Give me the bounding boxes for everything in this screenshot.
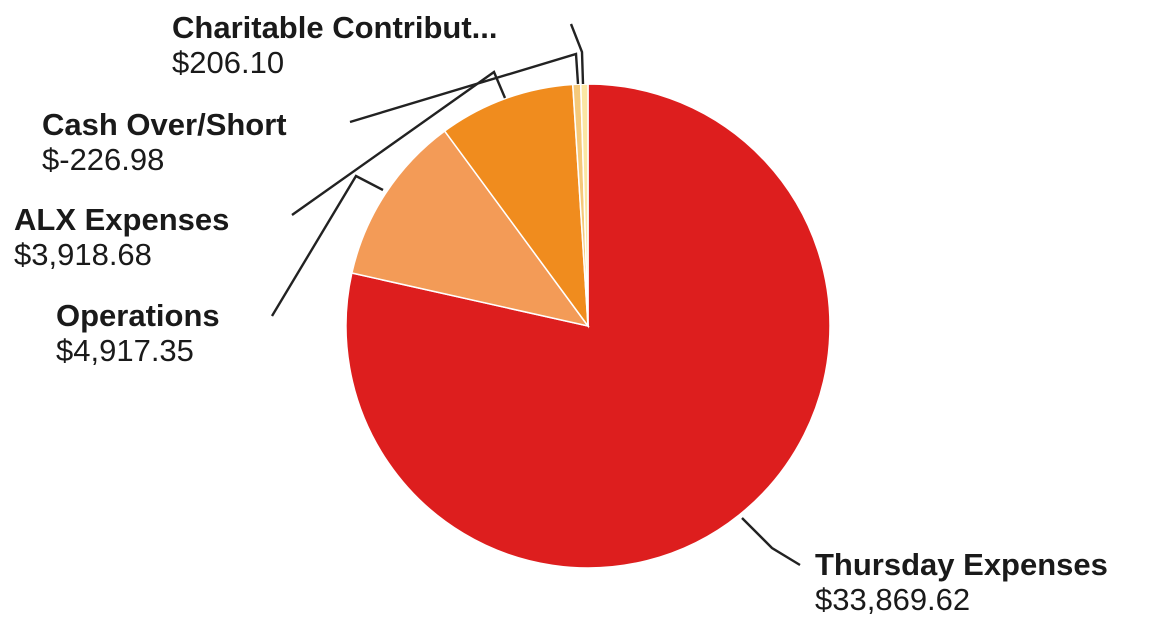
leader-line-operations bbox=[270, 174, 384, 317]
slice-label-thursday-expenses: Thursday Expenses bbox=[815, 547, 1108, 582]
slice-value-charitable-contribut: $206.10 bbox=[172, 45, 284, 80]
slice-label-alx-expenses: ALX Expenses bbox=[14, 202, 229, 237]
slice-value-alx-expenses: $3,918.68 bbox=[14, 237, 152, 272]
pie-slice-alx-expenses bbox=[443, 83, 589, 329]
slice-label-operations: Operations bbox=[56, 298, 220, 333]
slice-labels: Thursday Expenses$33,869.62 Operations$4,… bbox=[14, 10, 1108, 617]
slice-value-cash-over-short: $-226.98 bbox=[42, 142, 164, 177]
pie-slice-thursday-expenses bbox=[345, 83, 831, 569]
leader-lines bbox=[270, 23, 801, 567]
slice-value-operations: $4,917.35 bbox=[56, 333, 194, 368]
pie-slice-charitable-contribut bbox=[579, 83, 589, 327]
leader-line-alx-expenses bbox=[291, 70, 507, 216]
pie-slice-operations bbox=[350, 129, 590, 328]
leader-line-thursday-expenses bbox=[741, 517, 801, 567]
pie-slices bbox=[345, 83, 831, 569]
slice-label-cash-over-short: Cash Over/Short bbox=[42, 107, 287, 142]
slice-value-thursday-expenses: $33,869.62 bbox=[815, 582, 970, 617]
leader-line-cash-over-short bbox=[349, 52, 580, 124]
slice-label-charitable-contribut: Charitable Contribut... bbox=[172, 10, 498, 45]
leader-line-charitable-contribut bbox=[569, 23, 585, 85]
